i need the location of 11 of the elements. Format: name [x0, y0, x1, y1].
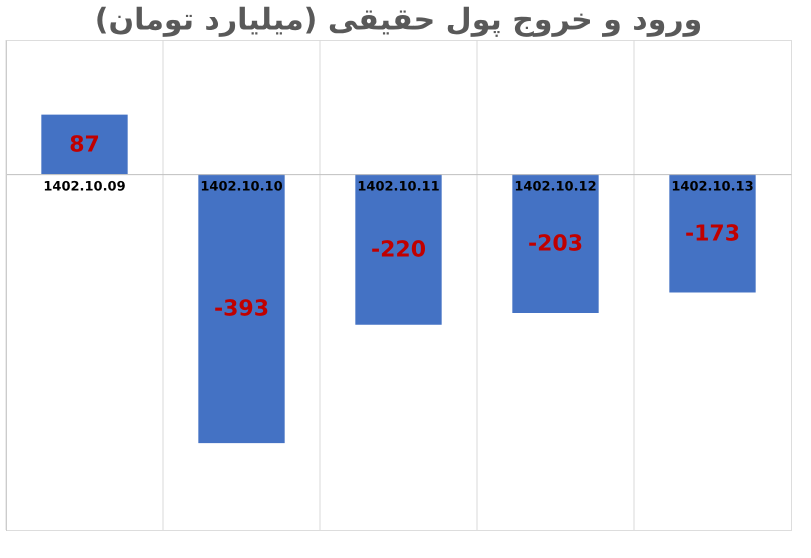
chart-title: ورود و خروج پول حقیقی (میلیارد تومان): [94, 2, 702, 38]
data-label: -393: [214, 296, 270, 322]
data-label: 87: [69, 132, 100, 158]
data-label: -203: [528, 232, 584, 257]
x-tick-label: 1402.10.10: [200, 180, 283, 195]
x-tick-label: 1402.10.11: [357, 180, 440, 195]
data-label: -173: [684, 221, 740, 246]
x-tick-label: 1402.10.09: [43, 180, 126, 195]
data-label: -220: [370, 237, 426, 262]
x-tick-label: 1402.10.13: [671, 180, 754, 195]
x-tick-label: 1402.10.12: [514, 180, 597, 195]
